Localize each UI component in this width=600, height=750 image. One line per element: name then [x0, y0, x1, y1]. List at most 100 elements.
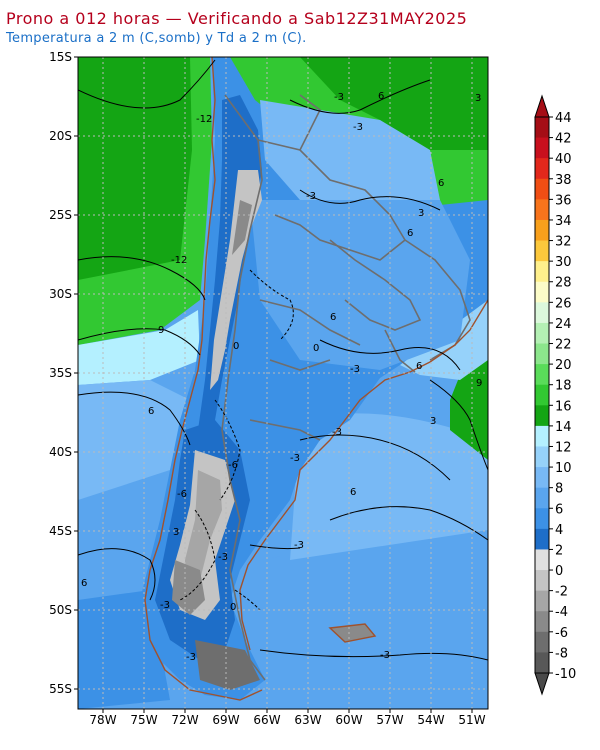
contour-label: 6 [81, 578, 87, 589]
colorbar-swatch [535, 117, 549, 138]
lon-label: 63W [294, 713, 321, 727]
colorbar-label: 32 [555, 235, 572, 250]
colorbar-swatch [535, 343, 549, 365]
lat-label: 20S [49, 129, 72, 143]
colorbar-swatch [535, 219, 549, 241]
colorbar-label: 2 [555, 543, 563, 558]
colorbar-swatch [535, 528, 549, 550]
patagonia-colder-zone [185, 470, 222, 590]
dewpoint-contours-negative [179, 269, 294, 611]
contour-label: 6 [330, 312, 336, 323]
contour-line [259, 649, 488, 661]
colorbar-label: 34 [555, 214, 572, 229]
ocean-south-east [250, 520, 488, 709]
country-borders [221, 94, 471, 681]
colorbar-label: 40 [555, 152, 572, 167]
contour-label: -3 [353, 122, 363, 133]
lat-ticks [74, 56, 78, 690]
contour-line [78, 328, 201, 356]
colorbar-label: -2 [555, 585, 568, 600]
contour-label: 0 [230, 602, 236, 613]
colorbar-label: 4 [555, 523, 563, 538]
lat-label: 45S [49, 524, 72, 538]
contour-label: 6 [416, 361, 422, 372]
colorbar-swatches [534, 116, 550, 674]
contour-label: 3 [475, 93, 481, 104]
colorbar-swatch [535, 652, 549, 674]
lat-label: 55S [49, 682, 72, 696]
colorbar-label: 12 [555, 440, 572, 455]
brazil-warm-core [300, 57, 488, 150]
colorbar-label: 36 [555, 193, 572, 208]
lon-label: 69W [212, 713, 239, 727]
colorbar-swatch [535, 261, 549, 283]
colorbar-label: 42 [555, 132, 572, 147]
colorbar-swatch [535, 384, 549, 406]
contour-line [78, 548, 156, 601]
colorbar-swatch [535, 631, 549, 653]
andes-freezing-strip [210, 170, 262, 390]
contour-label: -3 [186, 652, 196, 663]
contour-label: -12 [196, 114, 212, 125]
contour-labels: -3 6 3 -3 6 -12 -3 3 6 -12 9 0 0 -3 6 6 … [81, 91, 482, 663]
colorbar-label: 8 [555, 482, 563, 497]
lon-label: 78W [89, 713, 116, 727]
colorbar-swatch [535, 364, 549, 386]
colorbar-swatch [535, 549, 549, 571]
contour-line [289, 79, 431, 114]
lon-label: 66W [253, 713, 280, 727]
lat-label: 40S [49, 445, 72, 459]
colorbar-swatch [535, 487, 549, 509]
colorbar-swatch [535, 405, 549, 427]
map-subtitle: Temperatura a 2 m (C,somb) y Td a 2 m (C… [6, 31, 307, 46]
colorbar-swatch [535, 508, 549, 530]
colorbar-label: 6 [555, 502, 563, 517]
contour-line [299, 189, 441, 211]
contour-label: 6 [407, 228, 413, 239]
contour-label: 0 [313, 343, 319, 354]
colorbar-label: -8 [555, 646, 568, 661]
colorbar-swatch [535, 570, 549, 592]
contour-label: -6 [177, 489, 187, 500]
pacific-mild-band [78, 310, 200, 385]
contour-label: -3 [218, 552, 228, 563]
colorbar-label: 38 [555, 173, 572, 188]
lon-label: 72W [171, 713, 198, 727]
contour-line-dashed [234, 589, 261, 611]
lat-label: 30S [49, 287, 72, 301]
colorbar-label: 18 [555, 379, 572, 394]
colorbar-label: 0 [555, 564, 563, 579]
contour-label: 9 [476, 378, 482, 389]
lon-label: 75W [130, 713, 157, 727]
contour-label: -3 [294, 540, 304, 551]
lat-label: 35S [49, 366, 72, 380]
pacific-cool-band [78, 380, 190, 500]
lat-label: 15S [49, 50, 72, 64]
contour-label: 6 [350, 487, 356, 498]
colorbar-swatch [535, 425, 549, 447]
contour-line [319, 339, 461, 371]
colorbar-bottom-arrow [534, 672, 550, 696]
colorbar-swatch [535, 467, 549, 489]
colorbar-swatch [535, 240, 549, 262]
colorbar-label: -6 [555, 626, 568, 641]
colorbar-label: 10 [555, 461, 572, 476]
contour-label: 6 [148, 406, 154, 417]
colorbar-swatch [535, 178, 549, 200]
lat-label: 25S [49, 208, 72, 222]
colorbar-label: 20 [555, 358, 572, 373]
colorbar-label: -10 [555, 667, 576, 682]
colorbar-swatch [535, 611, 549, 633]
graticule [78, 57, 488, 709]
colorbar-label: 24 [555, 317, 572, 332]
colorbar-swatch [535, 281, 549, 303]
lon-label: 51W [458, 713, 485, 727]
colorbar-label: 16 [555, 399, 572, 414]
lon-label: 57W [376, 713, 403, 727]
contour-line-dashed [214, 399, 241, 501]
colorbar-top-arrow [534, 94, 550, 118]
contour-line [78, 59, 216, 109]
north-mild-zone [260, 100, 440, 200]
colorbar-swatch [535, 322, 549, 344]
central-mild-zone [250, 200, 470, 370]
